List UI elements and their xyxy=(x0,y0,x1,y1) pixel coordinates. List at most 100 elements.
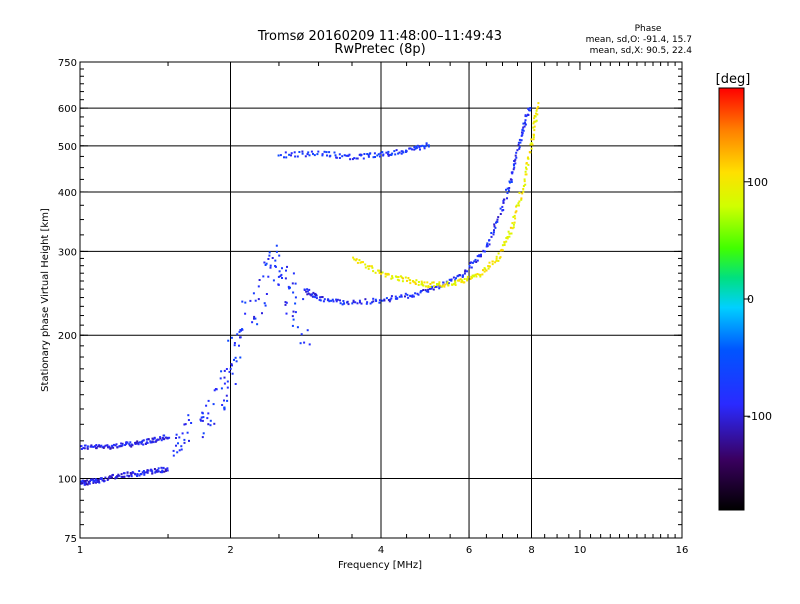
scatter-point xyxy=(279,154,282,157)
scatter-point xyxy=(468,266,471,269)
scatter-point xyxy=(407,277,410,279)
scatter-point xyxy=(238,344,240,347)
scatter-point xyxy=(511,222,514,225)
scatter-point xyxy=(425,143,428,146)
scatter-point xyxy=(374,298,377,301)
scatter-point xyxy=(278,254,281,257)
scatter-point xyxy=(383,299,386,302)
scatter-point xyxy=(317,150,320,153)
scatter-point xyxy=(141,471,144,474)
scatter-point xyxy=(265,262,268,265)
scatter-point xyxy=(98,445,101,447)
scatter-point xyxy=(303,341,306,344)
scatter-point xyxy=(130,445,133,448)
scatter-point xyxy=(225,368,228,370)
scatter-point xyxy=(162,467,165,470)
scatter-point xyxy=(471,274,474,277)
scatter-point xyxy=(299,342,302,345)
scatter-point xyxy=(269,266,272,269)
scatter-point xyxy=(505,237,508,239)
scatter-point xyxy=(200,416,203,419)
scatter-point xyxy=(271,257,274,259)
scatter-point xyxy=(143,472,146,475)
scatter-point xyxy=(308,343,311,346)
scatter-point xyxy=(515,151,518,154)
scatter-point xyxy=(411,148,414,151)
scatter-point xyxy=(537,105,540,108)
scatter-point xyxy=(524,170,527,173)
scatter-point xyxy=(432,288,435,291)
scatter-point xyxy=(130,472,133,475)
scatter-point xyxy=(100,444,103,447)
scatter-point xyxy=(265,293,268,295)
scatter-point xyxy=(424,289,427,292)
scatter-point xyxy=(515,204,518,207)
scatter-point xyxy=(121,442,124,445)
scatter-point xyxy=(91,445,94,448)
scatter-point xyxy=(497,252,500,255)
scatter-point xyxy=(518,191,521,194)
scatter-point xyxy=(362,261,364,264)
x-tick-label: 1 xyxy=(77,545,83,556)
scatter-point xyxy=(423,147,426,150)
scatter-point xyxy=(155,439,158,442)
scatter-point xyxy=(476,259,479,262)
scatter-point xyxy=(527,163,530,166)
scatter-point xyxy=(535,119,538,122)
scatter-point xyxy=(107,446,110,449)
scatter-point xyxy=(364,263,367,266)
scatter-point xyxy=(202,416,205,419)
scatter-point xyxy=(517,143,520,146)
scatter-point xyxy=(505,240,508,243)
scatter-point xyxy=(354,301,357,304)
scatter-point xyxy=(256,323,259,326)
scatter-point xyxy=(532,136,535,139)
scatter-point xyxy=(522,129,525,132)
scatter-point xyxy=(522,190,525,193)
scatter-point xyxy=(138,470,141,472)
scatter-point xyxy=(94,445,97,448)
scatter-point xyxy=(278,270,281,273)
scatter-point xyxy=(421,144,424,147)
x-tick-label: 6 xyxy=(466,545,472,556)
scatter-point xyxy=(180,448,183,451)
scatter-point xyxy=(175,433,178,436)
scatter-point xyxy=(220,387,223,390)
scatter-point xyxy=(497,259,500,262)
scatter-point xyxy=(429,285,432,288)
scatter-point xyxy=(414,283,417,285)
scatter-point xyxy=(146,470,149,473)
scatter-point xyxy=(417,283,420,286)
y-tick-label: 75 xyxy=(64,534,77,545)
y-tick-label: 500 xyxy=(58,142,77,153)
scatter-point xyxy=(493,223,496,226)
scatter-point xyxy=(425,290,428,293)
scatter-point xyxy=(87,480,90,483)
scatter-point xyxy=(101,477,103,480)
colorbar-tick-label: 100 xyxy=(747,176,768,189)
scatter-point xyxy=(514,158,517,161)
scatter-point xyxy=(393,150,396,153)
scatter-point xyxy=(151,470,154,473)
scatter-point xyxy=(454,280,456,283)
scatter-point xyxy=(244,312,247,315)
scatter-point xyxy=(417,293,420,296)
scatter-point xyxy=(428,287,431,290)
scatter-point xyxy=(94,478,97,480)
scatter-point xyxy=(488,243,491,246)
scatter-point xyxy=(503,241,506,244)
scatter-point xyxy=(101,479,104,482)
scatter-point xyxy=(365,302,368,305)
scatter-point xyxy=(533,129,536,132)
scatter-point xyxy=(172,454,175,457)
scatter-point xyxy=(520,197,523,200)
scatter-point xyxy=(514,162,517,165)
scatter-point xyxy=(406,279,408,282)
scatter-point xyxy=(379,155,381,158)
scatter-point xyxy=(108,476,111,479)
scatter-point xyxy=(231,364,233,367)
scatter-point xyxy=(238,330,241,333)
scatter-point xyxy=(136,473,139,476)
scatter-point xyxy=(267,258,270,260)
